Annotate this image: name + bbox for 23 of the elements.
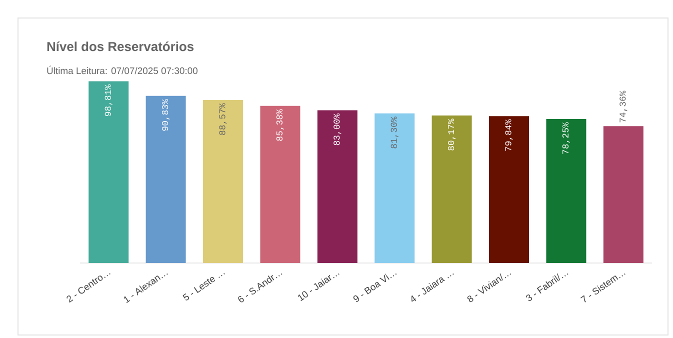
data-label: 88,57% [219, 103, 227, 135]
bar [146, 96, 186, 263]
x-tick-label: 9 - Boa Vi… [353, 273, 397, 302]
bar [317, 110, 358, 263]
data-label: 90,83% [162, 99, 170, 131]
chart-subtitle: Última Leitura: 07/07/2025 07:30:00 [47, 66, 198, 74]
bar [432, 115, 472, 263]
bar [374, 113, 415, 263]
bar [489, 116, 530, 263]
data-label: 78,25% [562, 122, 570, 154]
data-label: 85,38% [276, 109, 284, 141]
data-label: 79,84% [505, 119, 513, 151]
data-label: 81,30% [390, 116, 398, 148]
data-label: 98,81% [104, 84, 112, 116]
data-label: 80,17% [448, 118, 456, 150]
bar [546, 119, 586, 263]
bar [88, 81, 129, 263]
bar [260, 106, 300, 263]
data-label: 74,36% [620, 90, 628, 122]
chart-title: Nível dos Reservatórios [47, 42, 194, 52]
data-label: 83,00% [334, 113, 342, 146]
bar [603, 126, 644, 263]
bar [203, 100, 244, 263]
